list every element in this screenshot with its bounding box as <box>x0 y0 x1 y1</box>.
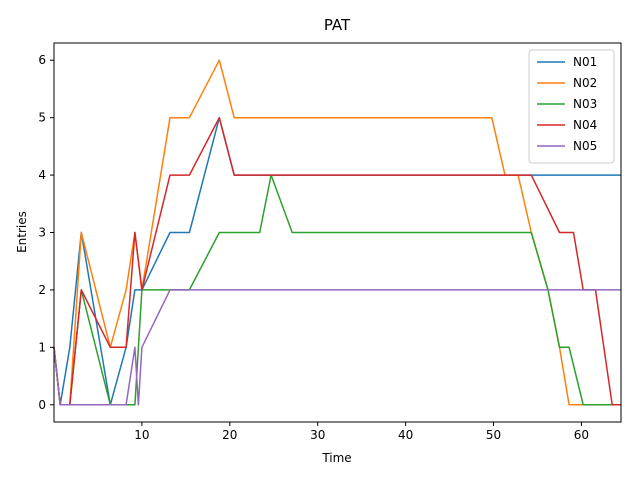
y-tick-label: 6 <box>38 53 46 67</box>
y-tick-label: 4 <box>38 168 46 182</box>
legend-label-n05: N05 <box>573 139 597 153</box>
legend-label-n01: N01 <box>573 55 597 69</box>
legend: N01 N02 N03 N04 N05 <box>528 49 615 164</box>
y-tick-label: 1 <box>38 340 46 354</box>
x-tick-label: 20 <box>222 428 237 442</box>
x-axis-ticks: 10 20 30 40 50 60 <box>134 422 589 442</box>
x-axis-label: Time <box>321 451 351 465</box>
legend-box <box>528 49 615 164</box>
y-tick-label: 2 <box>38 283 46 297</box>
chart-title: PAT <box>324 16 351 34</box>
series-layer <box>53 59 621 406</box>
y-axis-ticks: 0 1 2 3 4 5 6 <box>38 53 54 412</box>
y-tick-label: 3 <box>38 226 46 240</box>
x-tick-label: 30 <box>310 428 325 442</box>
x-tick-label: 60 <box>574 428 589 442</box>
legend-label-n02: N02 <box>573 76 597 90</box>
legend-label-n04: N04 <box>573 118 597 132</box>
legend-label-n03: N03 <box>573 97 597 111</box>
y-axis-label: Entries <box>15 211 29 253</box>
x-tick-label: 50 <box>486 428 501 442</box>
series-line-n05 <box>53 289 621 406</box>
x-tick-label: 10 <box>134 428 149 442</box>
series-line-n03 <box>53 174 621 406</box>
y-tick-label: 0 <box>38 398 46 412</box>
y-tick-label: 5 <box>38 111 46 125</box>
x-tick-label: 40 <box>398 428 413 442</box>
